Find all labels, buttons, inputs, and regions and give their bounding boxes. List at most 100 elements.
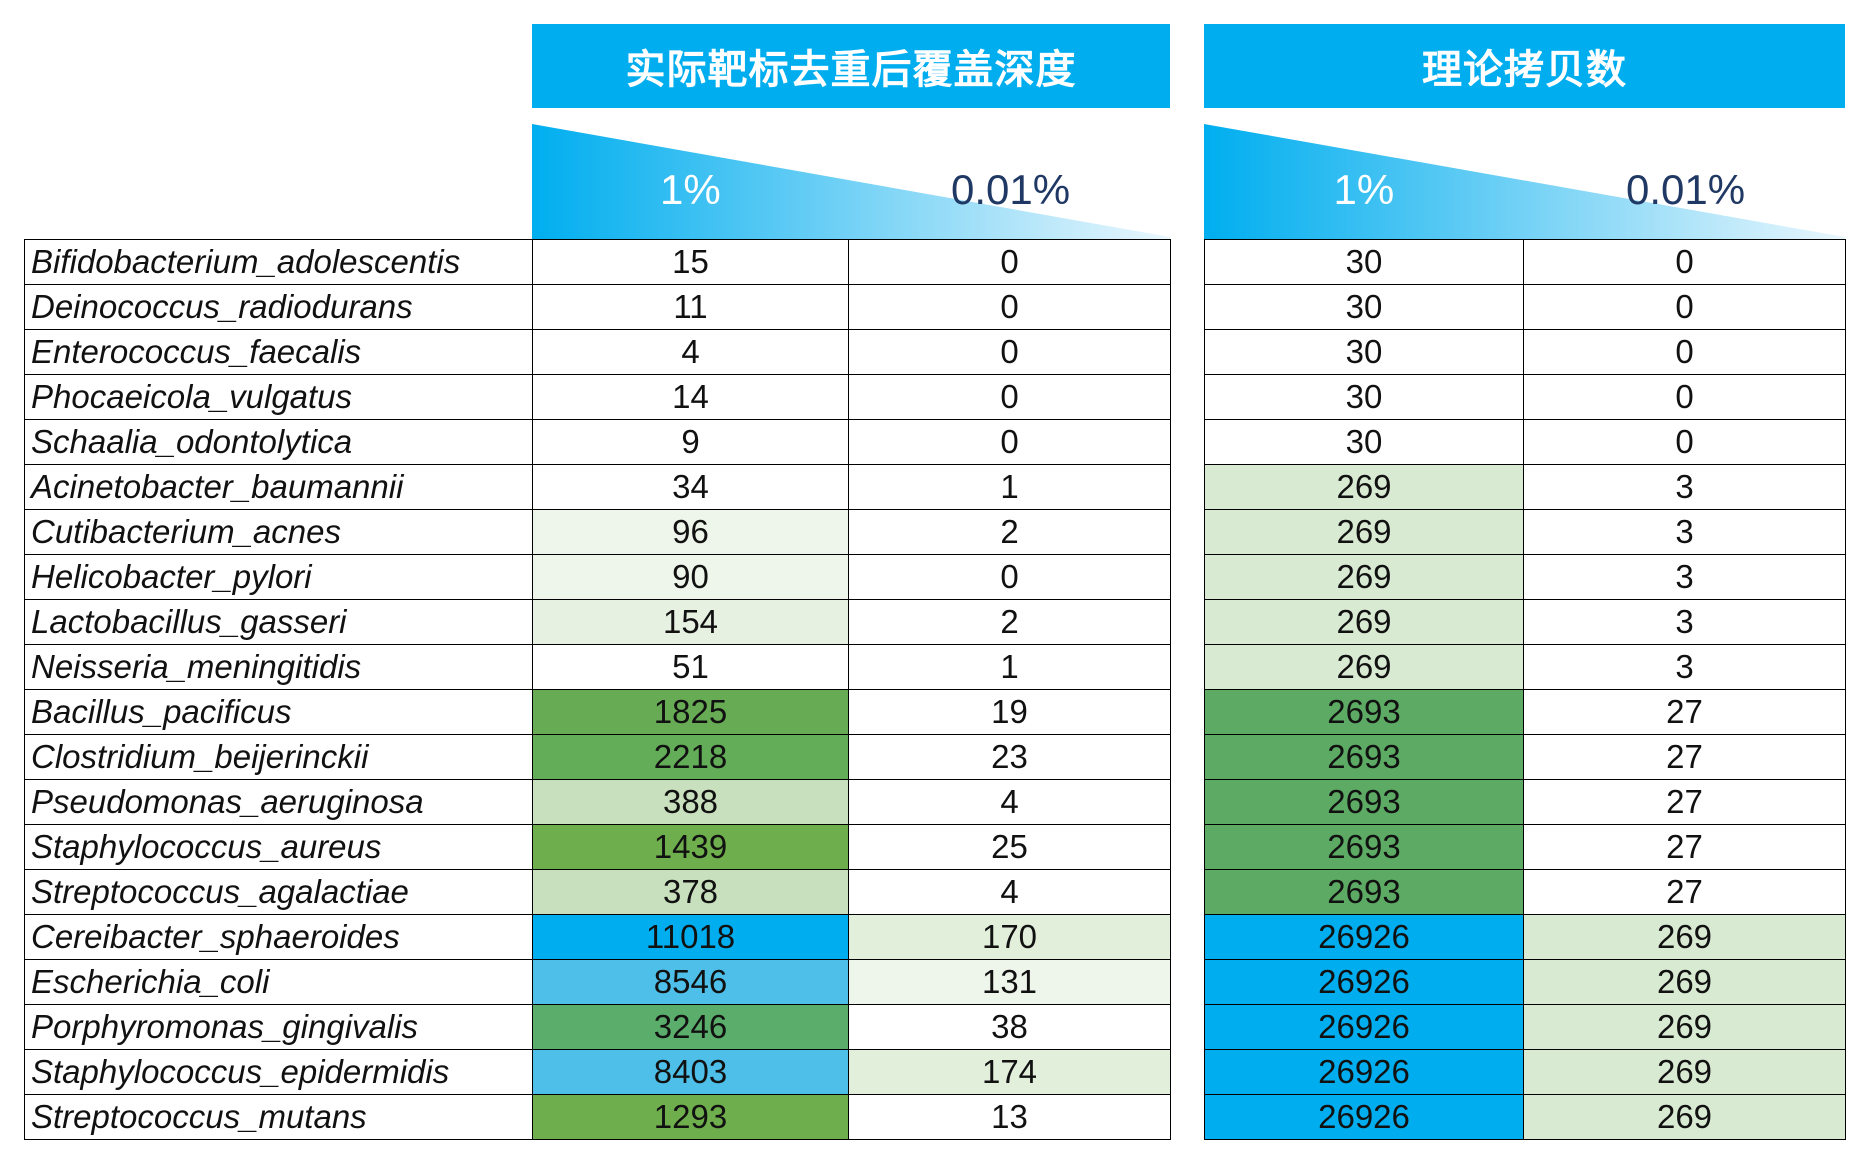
value-cell-low: 0 bbox=[848, 554, 1171, 600]
value-cell-low: 269 bbox=[1523, 1094, 1846, 1140]
wedge-graphic bbox=[1204, 124, 1845, 239]
table-row: 26926 269 bbox=[1204, 914, 1846, 960]
value-cell-low: 0 bbox=[1523, 374, 1846, 420]
value-cell-low: 27 bbox=[1523, 779, 1846, 825]
value-cell-low: 0 bbox=[848, 419, 1171, 465]
species-name: Lactobacillus_gasseri bbox=[24, 599, 533, 645]
table-row: Acinetobacter_baumannii 34 1 bbox=[24, 464, 1171, 510]
table-row: 269 3 bbox=[1204, 644, 1846, 690]
table-row: 26926 269 bbox=[1204, 1094, 1846, 1140]
value-cell-low: 3 bbox=[1523, 509, 1846, 555]
table-row: 269 3 bbox=[1204, 599, 1846, 645]
table-row: Staphylococcus_epidermidis 8403 174 bbox=[24, 1049, 1171, 1095]
species-name: Phocaeicola_vulgatus bbox=[24, 374, 533, 420]
table-row: 269 3 bbox=[1204, 554, 1846, 600]
value-cell-high: 26926 bbox=[1204, 1094, 1524, 1140]
value-cell-high: 34 bbox=[532, 464, 849, 510]
table-row: Helicobacter_pylori 90 0 bbox=[24, 554, 1171, 600]
concentration-wedge-coverage: 1% 0.01% bbox=[532, 124, 1170, 239]
table-row: 30 0 bbox=[1204, 239, 1846, 285]
table-row: Schaalia_odontolytica 9 0 bbox=[24, 419, 1171, 465]
table-row: 2693 27 bbox=[1204, 824, 1846, 870]
value-cell-high: 4 bbox=[532, 329, 849, 375]
value-cell-low: 170 bbox=[848, 914, 1171, 960]
species-name: Bacillus_pacificus bbox=[24, 689, 533, 735]
value-cell-low: 19 bbox=[848, 689, 1171, 735]
table-row: 30 0 bbox=[1204, 329, 1846, 375]
value-cell-low: 174 bbox=[848, 1049, 1171, 1095]
species-name: Cereibacter_sphaeroides bbox=[24, 914, 533, 960]
value-cell-high: 1293 bbox=[532, 1094, 849, 1140]
table-row: Streptococcus_mutans 1293 13 bbox=[24, 1094, 1171, 1140]
species-name: Acinetobacter_baumannii bbox=[24, 464, 533, 510]
value-cell-high: 3246 bbox=[532, 1004, 849, 1050]
value-cell-low: 131 bbox=[848, 959, 1171, 1005]
concentration-wedge-copies: 1% 0.01% bbox=[1204, 124, 1845, 239]
species-name: Pseudomonas_aeruginosa bbox=[24, 779, 533, 825]
value-cell-high: 11 bbox=[532, 284, 849, 330]
group-title-coverage-depth: 实际靶标去重后覆盖深度 bbox=[532, 24, 1170, 108]
value-cell-high: 30 bbox=[1204, 374, 1524, 420]
table-row: 269 3 bbox=[1204, 509, 1846, 555]
value-cell-high: 388 bbox=[532, 779, 849, 825]
table-row: Pseudomonas_aeruginosa 388 4 bbox=[24, 779, 1171, 825]
column-header-high: 1% bbox=[660, 166, 721, 213]
species-name: Cutibacterium_acnes bbox=[24, 509, 533, 555]
table-row: Cereibacter_sphaeroides 11018 170 bbox=[24, 914, 1171, 960]
value-cell-low: 269 bbox=[1523, 1049, 1846, 1095]
value-cell-high: 269 bbox=[1204, 464, 1524, 510]
column-header-high: 1% bbox=[1333, 166, 1395, 213]
table-row: 269 3 bbox=[1204, 464, 1846, 510]
value-cell-low: 4 bbox=[848, 779, 1171, 825]
group-title-theoretical-copies: 理论拷贝数 bbox=[1204, 24, 1845, 108]
species-name: Neisseria_meningitidis bbox=[24, 644, 533, 690]
table-row: 30 0 bbox=[1204, 374, 1846, 420]
value-cell-low: 1 bbox=[848, 644, 1171, 690]
species-name: Schaalia_odontolytica bbox=[24, 419, 533, 465]
value-cell-low: 4 bbox=[848, 869, 1171, 915]
species-name: Bifidobacterium_adolescentis bbox=[24, 239, 533, 285]
table-row: Lactobacillus_gasseri 154 2 bbox=[24, 599, 1171, 645]
species-name: Streptococcus_mutans bbox=[24, 1094, 533, 1140]
coverage-depth-table: Bifidobacterium_adolescentis 15 0 Deinococc… bbox=[24, 239, 1171, 1140]
table-row: Deinococcus_radiodurans 11 0 bbox=[24, 284, 1171, 330]
value-cell-low: 27 bbox=[1523, 734, 1846, 780]
table-row: Clostridium_beijerinckii 2218 23 bbox=[24, 734, 1171, 780]
table-row: Enterococcus_faecalis 4 0 bbox=[24, 329, 1171, 375]
species-name: Streptococcus_agalactiae bbox=[24, 869, 533, 915]
value-cell-high: 15 bbox=[532, 239, 849, 285]
value-cell-low: 3 bbox=[1523, 464, 1846, 510]
species-name: Porphyromonas_gingivalis bbox=[24, 1004, 533, 1050]
table-row: 26926 269 bbox=[1204, 1004, 1846, 1050]
table-row: 2693 27 bbox=[1204, 869, 1846, 915]
value-cell-high: 26926 bbox=[1204, 959, 1524, 1005]
column-header-low: 0.01% bbox=[1626, 166, 1746, 213]
value-cell-low: 27 bbox=[1523, 869, 1846, 915]
table-row: 2693 27 bbox=[1204, 779, 1846, 825]
value-cell-high: 378 bbox=[532, 869, 849, 915]
value-cell-low: 13 bbox=[848, 1094, 1171, 1140]
value-cell-high: 26926 bbox=[1204, 1049, 1524, 1095]
wedge-graphic bbox=[532, 124, 1170, 239]
value-cell-low: 2 bbox=[848, 599, 1171, 645]
value-cell-high: 2693 bbox=[1204, 734, 1524, 780]
value-cell-low: 0 bbox=[1523, 329, 1846, 375]
column-header-low: 0.01% bbox=[951, 166, 1071, 213]
table-row: 30 0 bbox=[1204, 284, 1846, 330]
value-cell-low: 269 bbox=[1523, 914, 1846, 960]
value-cell-high: 30 bbox=[1204, 284, 1524, 330]
value-cell-high: 14 bbox=[532, 374, 849, 420]
value-cell-high: 2693 bbox=[1204, 689, 1524, 735]
species-name: Enterococcus_faecalis bbox=[24, 329, 533, 375]
table-row: 2693 27 bbox=[1204, 734, 1846, 780]
value-cell-high: 2218 bbox=[532, 734, 849, 780]
value-cell-high: 11018 bbox=[532, 914, 849, 960]
value-cell-high: 1825 bbox=[532, 689, 849, 735]
value-cell-high: 2693 bbox=[1204, 779, 1524, 825]
table-row: Bifidobacterium_adolescentis 15 0 bbox=[24, 239, 1171, 285]
value-cell-low: 3 bbox=[1523, 554, 1846, 600]
value-cell-high: 269 bbox=[1204, 509, 1524, 555]
value-cell-high: 269 bbox=[1204, 599, 1524, 645]
table-row: Cutibacterium_acnes 96 2 bbox=[24, 509, 1171, 555]
